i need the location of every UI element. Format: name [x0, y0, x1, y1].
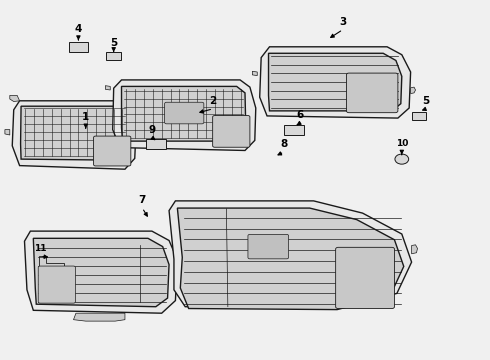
Polygon shape	[169, 201, 412, 308]
Text: 1: 1	[82, 112, 89, 122]
Text: 5: 5	[110, 38, 117, 48]
Polygon shape	[411, 87, 416, 94]
FancyBboxPatch shape	[284, 125, 304, 135]
Text: 7: 7	[138, 195, 146, 205]
FancyBboxPatch shape	[38, 266, 75, 303]
Polygon shape	[260, 47, 411, 118]
Text: 3: 3	[340, 17, 346, 27]
Text: 11: 11	[34, 244, 47, 253]
Polygon shape	[5, 130, 10, 135]
Polygon shape	[24, 231, 177, 313]
Polygon shape	[412, 245, 417, 254]
Text: 8: 8	[281, 139, 288, 149]
Polygon shape	[39, 256, 64, 266]
Text: 4: 4	[74, 24, 82, 34]
FancyBboxPatch shape	[106, 52, 121, 60]
FancyBboxPatch shape	[412, 112, 426, 120]
FancyBboxPatch shape	[248, 234, 289, 259]
Polygon shape	[10, 95, 20, 102]
Polygon shape	[33, 238, 169, 307]
FancyBboxPatch shape	[69, 42, 88, 52]
Text: 9: 9	[148, 125, 155, 135]
Text: 2: 2	[210, 96, 217, 106]
Text: 10: 10	[395, 139, 408, 148]
Polygon shape	[74, 313, 125, 321]
Polygon shape	[252, 71, 257, 76]
Polygon shape	[122, 86, 246, 141]
FancyBboxPatch shape	[146, 139, 166, 149]
FancyBboxPatch shape	[213, 116, 250, 147]
Polygon shape	[113, 80, 256, 150]
FancyBboxPatch shape	[336, 247, 394, 309]
Polygon shape	[269, 53, 402, 111]
FancyBboxPatch shape	[165, 102, 204, 124]
Text: 5: 5	[423, 96, 430, 106]
Polygon shape	[21, 106, 128, 160]
FancyBboxPatch shape	[346, 73, 398, 113]
Circle shape	[395, 154, 409, 164]
Polygon shape	[177, 208, 404, 310]
FancyBboxPatch shape	[94, 136, 131, 166]
Text: 6: 6	[296, 110, 303, 120]
Polygon shape	[105, 86, 110, 90]
Polygon shape	[12, 101, 136, 169]
